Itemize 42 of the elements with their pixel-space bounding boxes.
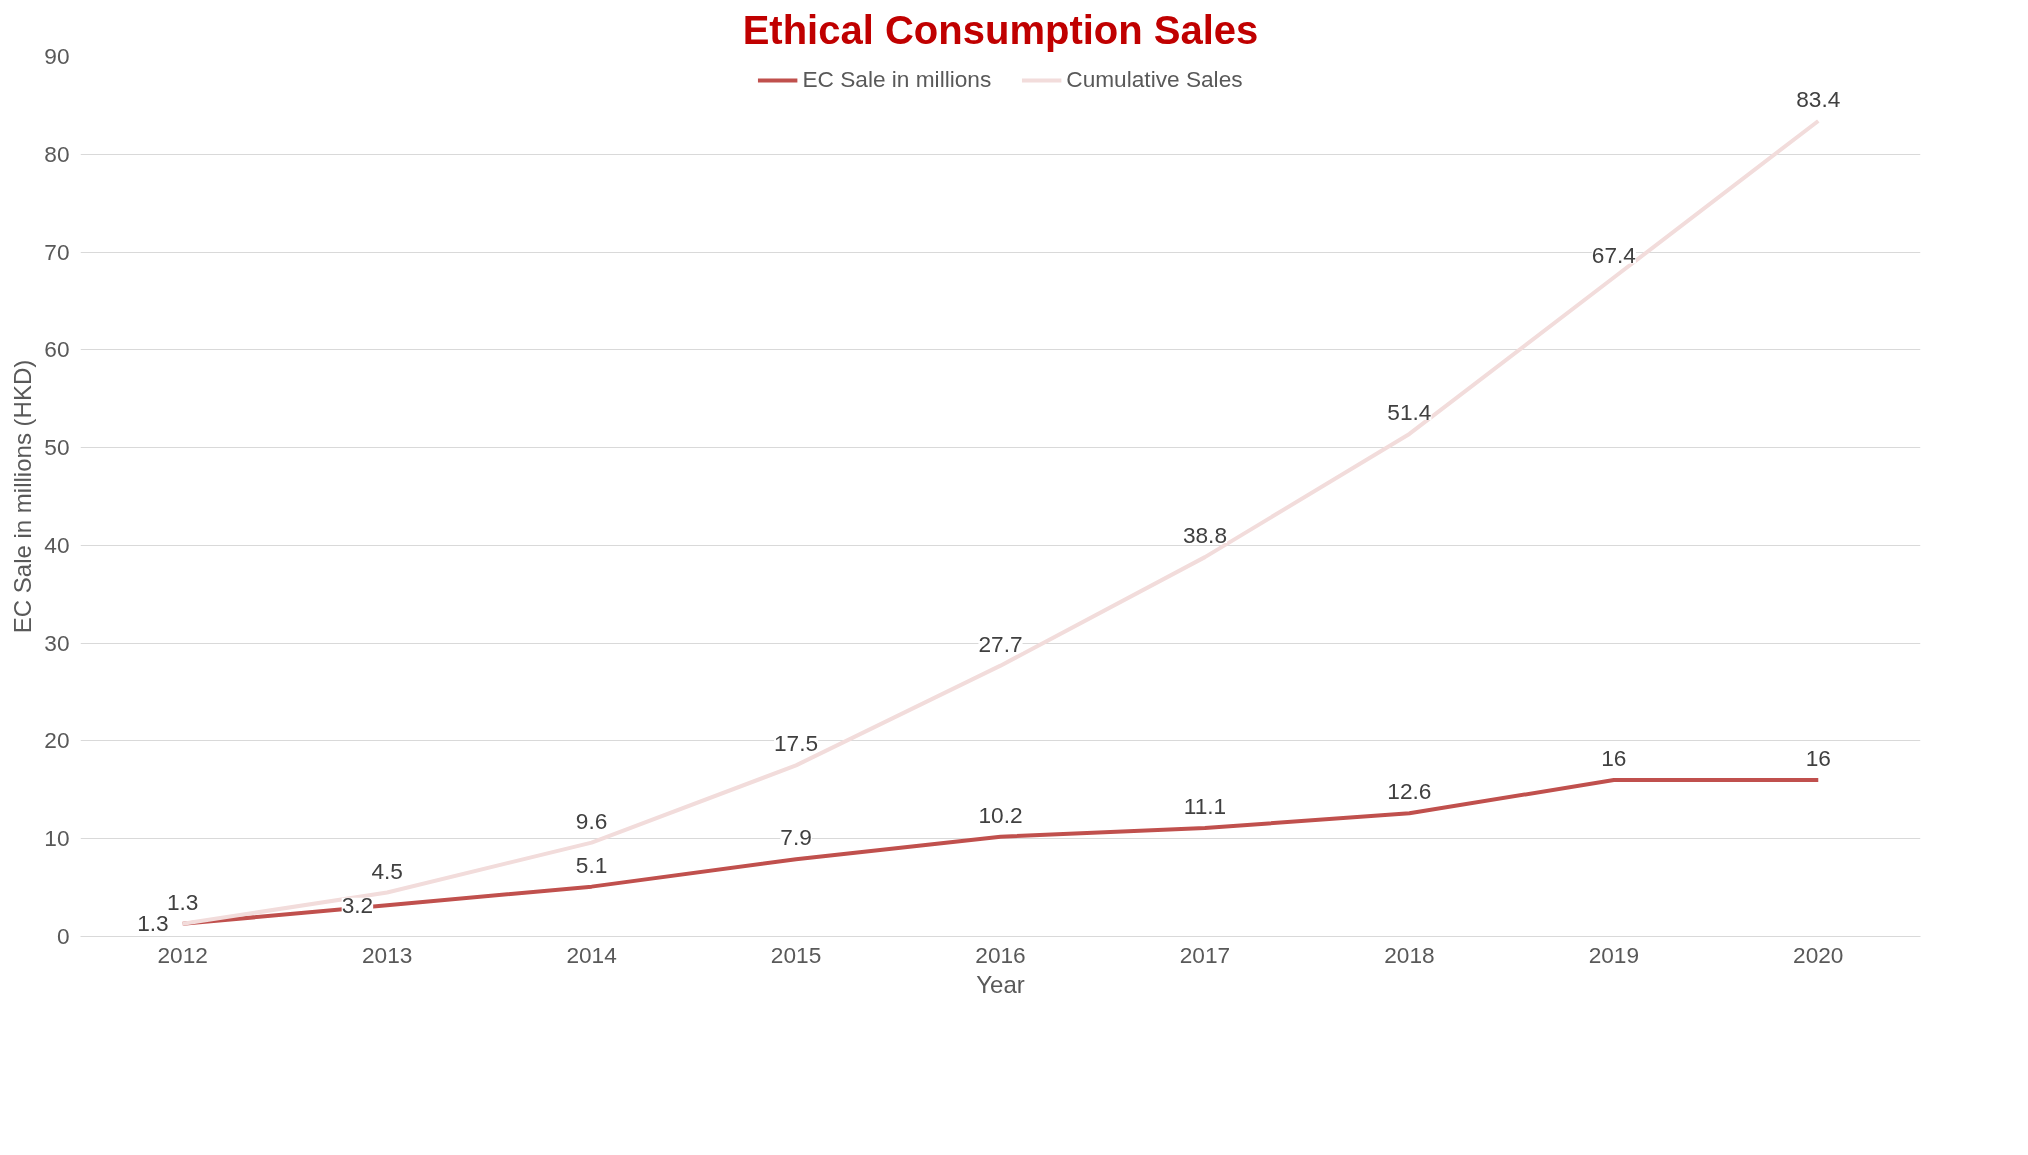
data-label: 5.1 xyxy=(575,851,608,878)
y-tick-label: 60 xyxy=(44,336,70,363)
data-label: 12.6 xyxy=(1387,778,1432,805)
legend-label: Cumulative Sales xyxy=(1066,66,1243,93)
data-label: 7.9 xyxy=(780,824,812,851)
x-tick-label: 2017 xyxy=(1179,941,1231,968)
data-label: 1.3 xyxy=(137,910,169,937)
legend-label: EC Sale in millions xyxy=(802,66,992,93)
y-tick-label: 90 xyxy=(44,43,70,69)
y-tick-label: 70 xyxy=(44,238,70,265)
data-label: 1.3 xyxy=(166,888,199,915)
x-tick-label: 2013 xyxy=(361,941,413,968)
x-tick-label: 2019 xyxy=(1588,941,1640,968)
y-tick-label: 50 xyxy=(44,434,70,461)
x-tick-label: 2012 xyxy=(157,941,208,968)
x-axis-title: Year xyxy=(976,970,1025,998)
y-tick-label: 20 xyxy=(44,727,70,754)
x-tick-label: 2018 xyxy=(1384,941,1435,968)
data-label: 16 xyxy=(1601,745,1627,772)
data-label: 3.2 xyxy=(341,891,374,918)
x-tick-label: 2014 xyxy=(566,941,617,968)
data-label: 9.6 xyxy=(575,807,608,834)
x-tick-label: 2016 xyxy=(975,941,1026,968)
data-label: 51.4 xyxy=(1387,398,1432,425)
x-tick-label: 2015 xyxy=(770,941,822,968)
data-label: 38.8 xyxy=(1182,522,1228,549)
data-label: 10.2 xyxy=(978,801,1023,828)
data-label: 83.4 xyxy=(1796,86,1841,113)
x-tick-label: 2020 xyxy=(1793,941,1844,968)
y-tick-label: 80 xyxy=(44,140,70,167)
data-label: 4.5 xyxy=(371,857,403,884)
y-tick-label: 0 xyxy=(56,923,70,949)
chart-title: Ethical Consumption Sales xyxy=(742,7,1259,52)
data-label: 27.7 xyxy=(978,630,1023,657)
y-tick-label: 40 xyxy=(44,531,70,558)
data-label: 67.4 xyxy=(1591,242,1636,269)
y-axis-title: EC Sale in millions (HKD) xyxy=(9,359,37,634)
data-label: 11.1 xyxy=(1183,792,1227,819)
data-label: 17.5 xyxy=(774,730,819,757)
data-label: 16 xyxy=(1805,745,1831,772)
y-tick-label: 30 xyxy=(44,629,70,656)
y-tick-label: 10 xyxy=(44,825,70,852)
